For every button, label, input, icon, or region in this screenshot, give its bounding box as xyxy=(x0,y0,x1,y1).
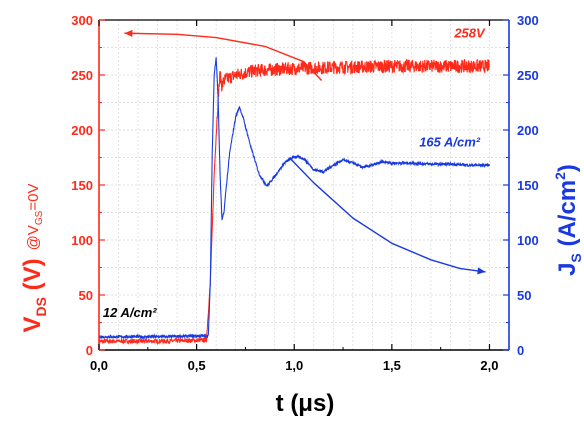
y-axis-right-label: JS (A/cm2) xyxy=(552,164,584,276)
annotation-layer: 258V 165 A/cm² 12 A/cm² xyxy=(103,26,486,320)
annotation-label: 165 A/cm² xyxy=(419,135,481,150)
y-left-tick-label: 150 xyxy=(71,178,93,193)
y-right-tick-label: 100 xyxy=(517,233,539,248)
svg-text:JS (A/cm2): JS (A/cm2) xyxy=(552,164,584,276)
y-left-tick-label: 300 xyxy=(71,13,93,28)
y-left-cond-sub: GS xyxy=(34,210,45,225)
grid-lines xyxy=(99,20,509,350)
annotation-label: 12 A/cm² xyxy=(103,305,157,320)
x-tick-label: 2,0 xyxy=(480,358,498,373)
y-left-cond-prefix: @V xyxy=(25,225,42,250)
y-left-unit: (V) xyxy=(19,258,46,297)
y-right-tick-label: 50 xyxy=(517,288,531,303)
series-vds-line xyxy=(98,58,490,346)
y-left-cond-suffix: =0V xyxy=(25,184,42,211)
annotation-label: 258V xyxy=(453,26,486,41)
y-left-tick-label: 200 xyxy=(71,123,93,138)
arrow-curve-right xyxy=(289,158,486,273)
x-tick-label: 1,5 xyxy=(383,358,401,373)
x-tick-label: 0,0 xyxy=(90,358,108,373)
y-axis-left-label: VDS (V) @VGS=0V xyxy=(19,184,49,333)
y-left-tick-label: 250 xyxy=(71,68,93,83)
arrow-curve-left xyxy=(124,32,323,81)
x-tick-label: 0,5 xyxy=(188,358,206,373)
arrows-layer xyxy=(124,29,486,275)
y-right-tick-label: 0 xyxy=(517,343,524,358)
x-axis-label: t (μs) xyxy=(276,390,335,417)
y-right-tick-label: 200 xyxy=(517,123,539,138)
y-right-sub: S xyxy=(568,253,584,262)
y-right-tick-label: 300 xyxy=(517,13,539,28)
y-right-tick-label: 150 xyxy=(517,178,539,193)
svg-text:VDS (V)@VGS=0V: VDS (V) @VGS=0V xyxy=(19,184,49,333)
y-right-unit: (A/cm xyxy=(554,180,581,253)
series-layer xyxy=(98,57,491,346)
y-left-tick-label: 0 xyxy=(86,343,93,358)
y-left-sub: DS xyxy=(33,297,49,316)
y-right-close: ) xyxy=(554,164,581,172)
y-left-main: V xyxy=(19,316,46,332)
y-left-tick-label: 50 xyxy=(79,288,93,303)
y-right-sup: 2 xyxy=(552,172,568,180)
x-tick-label: 1,0 xyxy=(285,358,303,373)
y-right-main: J xyxy=(554,263,581,276)
series-js-line xyxy=(98,57,491,341)
tick-layer: 0,0 0,5 1,0 1,5 2,0 0 0 50 50 100 100 150 150 200 200 2… xyxy=(71,13,538,373)
y-right-tick-label: 250 xyxy=(517,68,539,83)
arrowhead-left xyxy=(124,29,133,37)
arrowhead-right xyxy=(477,267,486,275)
y-left-tick-label: 100 xyxy=(71,233,93,248)
